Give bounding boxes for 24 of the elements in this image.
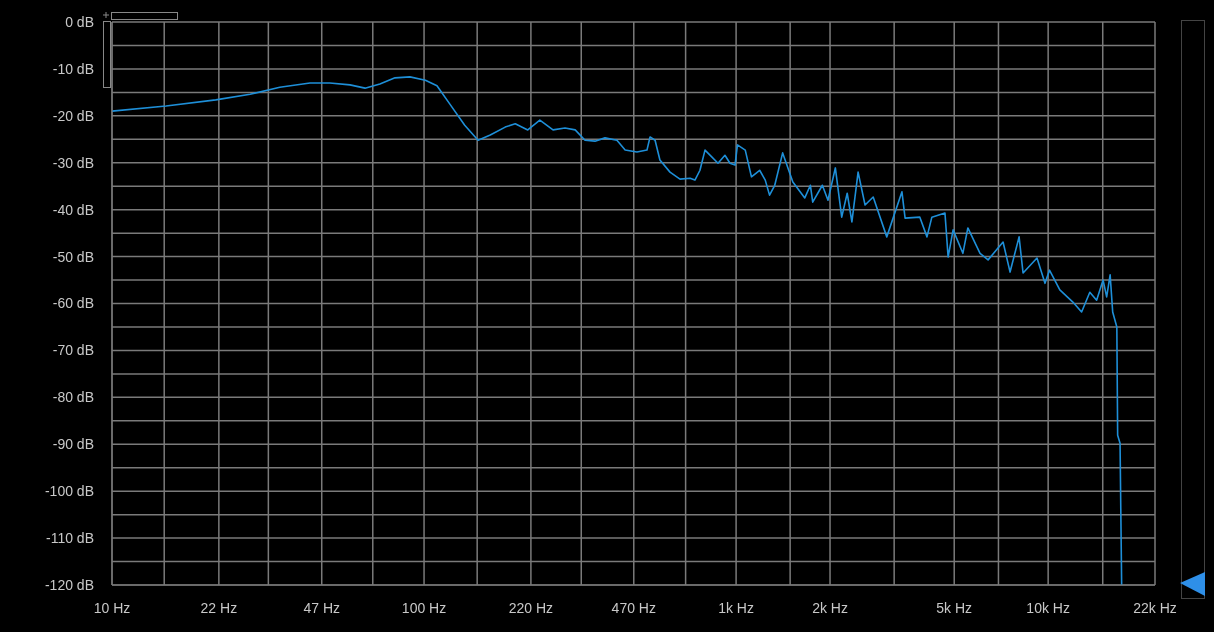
y-tick-label: -40 dB xyxy=(52,201,94,218)
y-tick-label: -50 dB xyxy=(52,248,94,265)
y-tick-label: 0 dB xyxy=(65,13,94,30)
x-tick-label: 47 Hz xyxy=(303,599,341,616)
y-tick-label: -120 dB xyxy=(44,576,94,593)
y-tick-label: -70 dB xyxy=(52,342,94,359)
y-tick-label: -100 dB xyxy=(44,483,94,500)
x-tick-label: 100 Hz xyxy=(401,599,447,616)
y-tick-label: -80 dB xyxy=(52,389,94,406)
x-tick-label: 1k Hz xyxy=(718,599,754,616)
y-tick-label: -10 dB xyxy=(52,60,94,77)
x-tick-label: 10k Hz xyxy=(1026,599,1070,616)
x-tick-label: 5k Hz xyxy=(936,599,973,616)
y-tick-label: -60 dB xyxy=(52,295,94,312)
y-tick-label: -110 dB xyxy=(46,530,94,547)
x-tick-label: 22 Hz xyxy=(200,599,238,616)
y-tick-label: -90 dB xyxy=(52,436,94,453)
x-tick-label: 220 Hz xyxy=(508,599,554,616)
x-tick-label: 22k Hz xyxy=(1133,599,1177,616)
x-tick-label: 10 Hz xyxy=(93,599,131,616)
x-tick-label: 470 Hz xyxy=(611,599,656,616)
y-tick-label: -20 dB xyxy=(52,107,94,124)
x-tick-label: 2k Hz xyxy=(812,599,848,616)
y-tick-label: -30 dB xyxy=(52,154,94,171)
